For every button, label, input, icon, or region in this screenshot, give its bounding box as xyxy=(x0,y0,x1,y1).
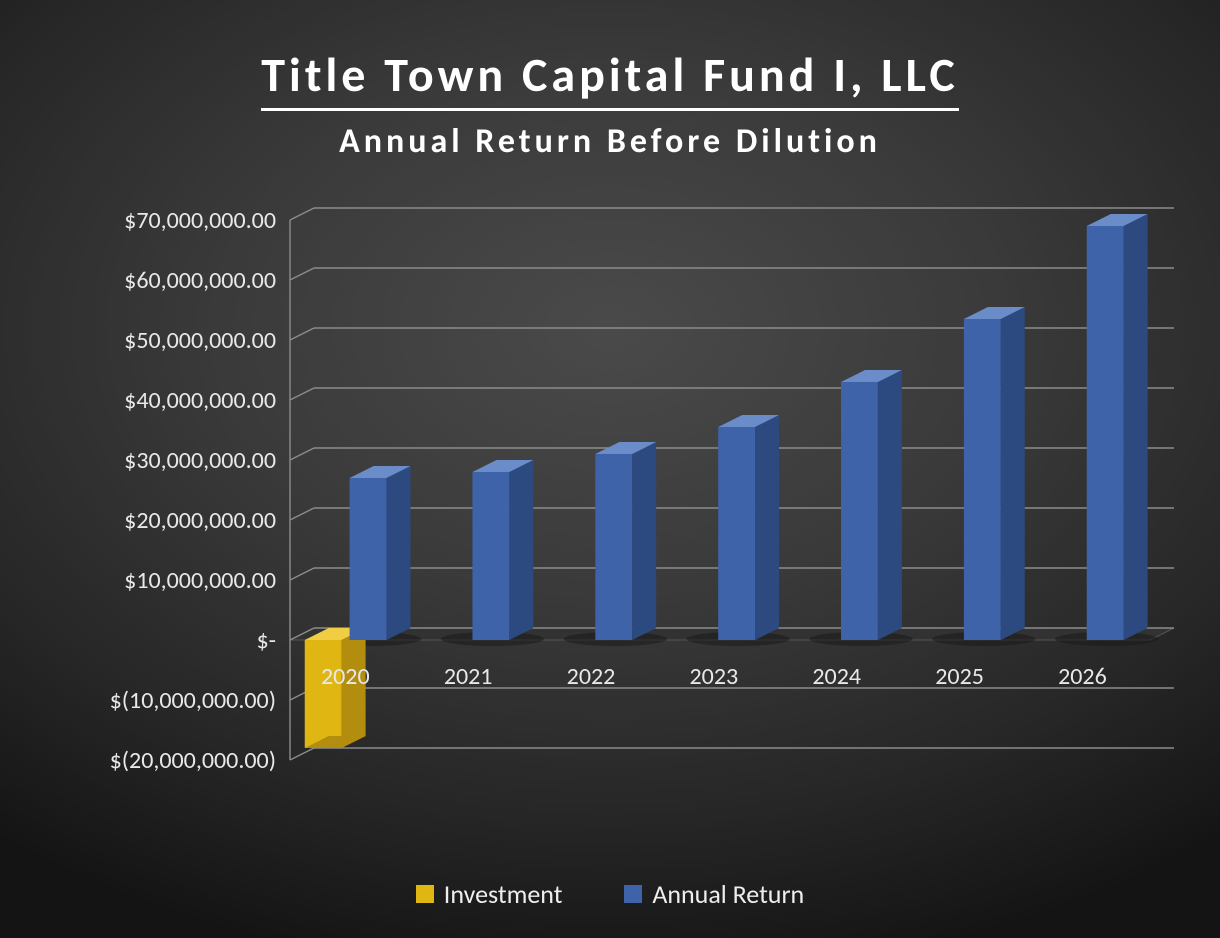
svg-text:2025: 2025 xyxy=(935,662,984,691)
svg-text:2026: 2026 xyxy=(1058,662,1107,691)
bar-chart: $(20,000,000.00) $(10,000,000.00) $- $10,00… xyxy=(40,200,1180,840)
svg-text:$60,000,000.00: $60,000,000.00 xyxy=(124,266,276,295)
svg-text:$(20,000,000.00): $(20,000,000.00) xyxy=(110,746,276,775)
legend-swatch-annual-return xyxy=(624,885,642,903)
svg-text:$-: $- xyxy=(256,626,276,655)
legend-label-investment: Investment xyxy=(444,878,563,910)
legend-label-annual-return: Annual Return xyxy=(652,878,804,910)
svg-text:$30,000,000.00: $30,000,000.00 xyxy=(124,446,276,475)
svg-text:$(10,000,000.00): $(10,000,000.00) xyxy=(110,686,276,715)
title-block: Title Town Capital Fund I, LLC Annual Re… xyxy=(0,45,1220,162)
chart-stage: Title Town Capital Fund I, LLC Annual Re… xyxy=(0,0,1220,938)
svg-text:2020: 2020 xyxy=(321,662,370,691)
svg-text:2024: 2024 xyxy=(812,662,861,691)
svg-text:$20,000,000.00: $20,000,000.00 xyxy=(124,506,276,535)
legend-item-investment: Investment xyxy=(416,878,563,910)
svg-text:2021: 2021 xyxy=(444,662,493,691)
svg-text:$10,000,000.00: $10,000,000.00 xyxy=(124,566,276,595)
svg-text:$70,000,000.00: $70,000,000.00 xyxy=(124,206,276,235)
legend-swatch-investment xyxy=(416,885,434,903)
svg-text:2023: 2023 xyxy=(690,662,739,691)
chart-subtitle: Annual Return Before Dilution xyxy=(0,121,1220,162)
legend: Investment Annual Return xyxy=(0,878,1220,910)
chart-title: Title Town Capital Fund I, LLC xyxy=(261,45,958,111)
legend-item-annual-return: Annual Return xyxy=(624,878,804,910)
svg-text:2022: 2022 xyxy=(567,662,616,691)
svg-text:$50,000,000.00: $50,000,000.00 xyxy=(124,326,276,355)
svg-text:$40,000,000.00: $40,000,000.00 xyxy=(124,386,276,415)
